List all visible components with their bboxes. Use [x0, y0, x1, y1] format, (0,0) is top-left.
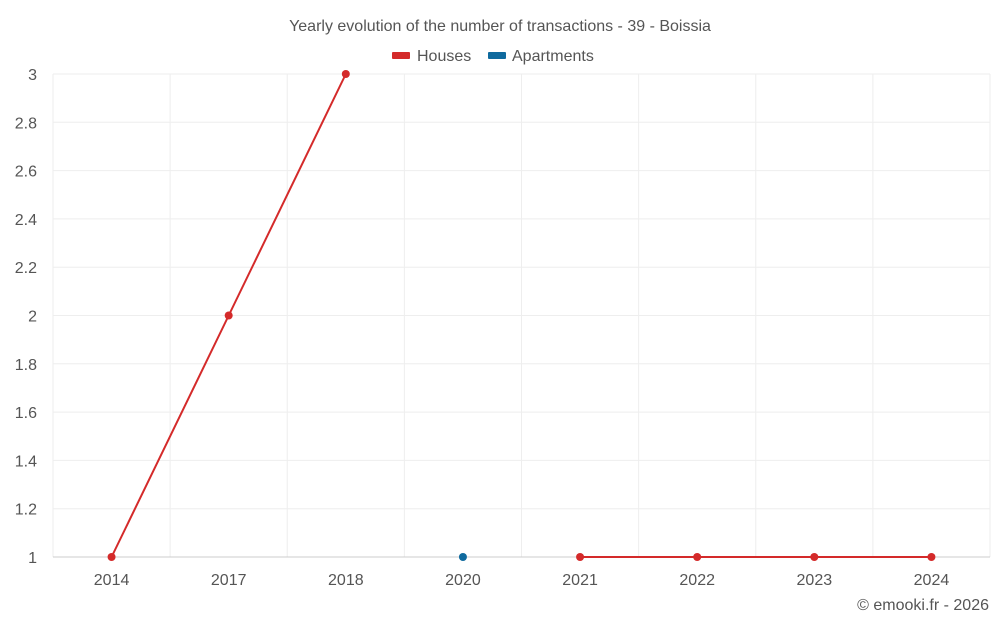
- axes: 1 1.2 1.4 1.6 1.8 2 2.2 2.4 2.6 2.8 3 2014 2017 2018 2…: [15, 67, 990, 589]
- y-tick-label: 1.4: [15, 453, 37, 470]
- credit-text: © emooki.fr - 2026: [857, 597, 989, 614]
- data-point-houses-2023[interactable]: [810, 553, 819, 561]
- y-tick-label: 1.2: [15, 502, 37, 519]
- y-tick-label: 2.4: [15, 212, 37, 229]
- y-tick-label: 1.8: [15, 357, 37, 374]
- x-tick-label: 2020: [445, 572, 481, 589]
- x-tick-label: 2014: [94, 572, 130, 589]
- x-tick-label: 2018: [328, 572, 364, 589]
- gridlines: [52, 73, 991, 558]
- legend-item-apartments[interactable]: Apartments: [488, 48, 594, 65]
- chart-title: Yearly evolution of the number of transa…: [289, 18, 711, 35]
- x-tick-label: 2024: [914, 572, 950, 589]
- y-tick-label: 2.8: [15, 115, 37, 132]
- x-tick-label: 2017: [211, 572, 247, 589]
- series-apartments: [458, 553, 467, 561]
- data-point-houses-2017[interactable]: [224, 311, 233, 320]
- data-point-houses-2022[interactable]: [693, 553, 702, 561]
- x-tick-label: 2023: [797, 572, 833, 589]
- data-point-houses-2014[interactable]: [107, 553, 116, 561]
- legend: Houses Apartments: [392, 48, 594, 65]
- legend-item-houses[interactable]: Houses: [392, 48, 471, 65]
- legend-label-houses: Houses: [417, 48, 471, 65]
- legend-swatch-houses: [392, 52, 410, 59]
- y-tick-label: 2.6: [15, 164, 37, 181]
- x-tick-label: 2021: [562, 572, 598, 589]
- legend-swatch-apartments: [488, 52, 506, 59]
- series-houses: [107, 70, 936, 561]
- y-tick-label: 1.6: [15, 405, 37, 422]
- y-tick-label: 2.2: [15, 260, 37, 277]
- y-tick-label: 1: [28, 550, 37, 567]
- series: [107, 70, 936, 561]
- y-tick-label: 3: [28, 67, 37, 84]
- data-point-houses-2018[interactable]: [341, 70, 350, 78]
- data-point-houses-2021[interactable]: [576, 553, 585, 561]
- data-point-houses-2024[interactable]: [927, 553, 936, 561]
- x-tick-label: 2022: [679, 572, 715, 589]
- legend-label-apartments: Apartments: [512, 48, 594, 65]
- y-tick-label: 2: [28, 309, 37, 326]
- data-point-apartments-2020[interactable]: [458, 553, 467, 561]
